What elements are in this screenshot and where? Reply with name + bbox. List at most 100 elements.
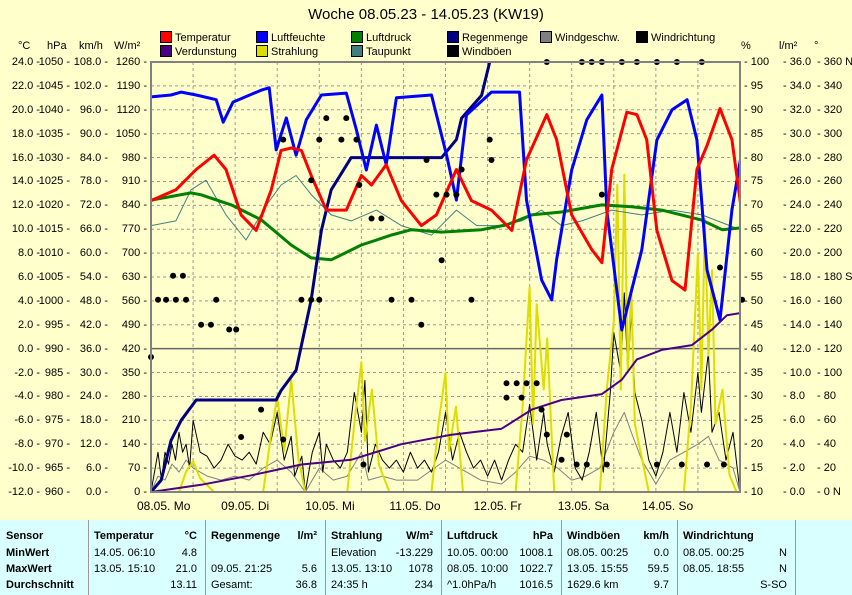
axis-unit-hpa: hPa (47, 40, 67, 52)
cell-value: 1078 (408, 563, 433, 575)
cell-time: Gesamt: (211, 579, 253, 591)
cell-value: 9.7 (653, 579, 669, 591)
wind-direction-dot (513, 380, 520, 387)
axis-tick-percent: - 20 (744, 438, 763, 451)
plot-frame (150, 61, 741, 493)
axis-tick-lm2: - 10.0 (783, 366, 812, 379)
axis-tick-percent: - 75 (744, 175, 763, 188)
row-label: MinWert (6, 547, 50, 559)
axis-tick-lm2: - 12.0 (783, 342, 812, 355)
x-tick-label: 08.05. Mo (137, 499, 191, 513)
axis-tick-kmh: 42.0 - (79, 318, 108, 331)
axis-tick-lm2: - 14.0 (783, 318, 812, 331)
axis-tick-kmh: 96.0 - (79, 103, 108, 116)
series-regenmenge (151, 62, 492, 492)
axis-tick-kmh: 102.0 - (73, 79, 108, 92)
axis-tick-lm2: - 34.0 (783, 79, 812, 92)
wind-direction-dot (308, 177, 315, 184)
axis-tick-wm2: 490 - (121, 318, 147, 331)
x-tick-label: 11.05. Do (389, 499, 441, 513)
legend-label: Taupunkt (366, 46, 411, 58)
wind-direction-dot (486, 136, 493, 143)
axis-tick-celsius: 4.0 - (17, 294, 40, 307)
wind-direction-dot (443, 191, 450, 198)
cell-time: 10.05. 00:00 (447, 547, 509, 559)
legend-label: Verdunstung (175, 46, 237, 58)
series-verdunstung (151, 312, 740, 492)
axis-tick-lm2: - 8.0 (783, 390, 806, 403)
axis-tick-percent: - 100 (744, 56, 770, 68)
column-header: Strahlung (331, 530, 383, 542)
axis-tick-percent: - 70 (744, 199, 763, 212)
axis-tick-percent: - 25 (744, 414, 763, 427)
axis-tick-kmh: 30.0 - (79, 366, 108, 379)
axis-tick-wm2: 980 - (121, 151, 147, 164)
wind-direction-dot (458, 166, 465, 173)
axis-tick-wm2: 770 - (121, 223, 147, 236)
axis-tick-deg: - 60 (817, 414, 836, 427)
axis-tick-kmh: 24.0 - (79, 390, 108, 403)
axis-tick-kmh: 48.0 - (79, 294, 108, 307)
axis-tick-percent: - 35 (744, 366, 763, 379)
axis-tick-percent: - 10 (744, 486, 763, 498)
axis-tick-deg: - 80 (817, 390, 836, 403)
axis-tick-deg: - 340 (817, 79, 843, 92)
axis-tick-kmh: 54.0 - (79, 271, 108, 283)
axis-tick-percent: - 45 (744, 318, 763, 331)
axis-tick-wm2: 280 - (121, 390, 147, 403)
axis-tick-lm2: - 16.0 (783, 294, 812, 307)
wind-direction-dot (213, 296, 220, 303)
legend-label: Windrichtung (651, 32, 716, 44)
axis-tick-hpa: 985 - (44, 366, 70, 379)
axis-tick-deg: - 120 (817, 342, 843, 355)
axis-tick-wm2: 910 - (121, 175, 147, 188)
legend-swatch (256, 31, 268, 43)
axis-tick-lm2: - 18.0 (783, 271, 812, 283)
legend-label: Strahlung (271, 46, 319, 58)
wind-direction-dot (418, 321, 425, 328)
axis-tick-wm2: 1190 - (116, 79, 147, 92)
axis-tick-celsius: 20.0 - (11, 103, 40, 116)
axis-tick-hpa: 1030 - (38, 151, 70, 164)
column-header: Luftdruck (447, 530, 498, 542)
axis-tick-wm2: 1120 - (116, 103, 147, 116)
axis-tick-percent: - 40 (744, 342, 763, 355)
column-divider (677, 520, 678, 595)
axis-tick-hpa: 1025 - (38, 175, 70, 188)
wind-direction-dot (353, 136, 360, 143)
wind-direction-dot (226, 326, 233, 333)
chart-title: Woche 08.05.23 - 14.05.23 (KW19) (308, 6, 544, 23)
axis-tick-wm2: 840 - (121, 199, 147, 212)
wind-direction-dot (720, 461, 727, 468)
column-divider (205, 520, 206, 595)
axis-tick-lm2: - 24.0 (783, 199, 812, 212)
x-tick-label: 09.05. Di (221, 499, 270, 513)
wind-direction-dot (678, 461, 685, 468)
column-divider (88, 520, 89, 595)
axis-tick-hpa: 1010 - (38, 247, 70, 260)
axis-tick-percent: - 15 (744, 462, 763, 475)
axis-tick-percent: - 65 (744, 223, 763, 236)
cell-value: 59.5 (647, 563, 669, 575)
axis-tick-deg: - 20 (817, 462, 836, 475)
wind-direction-dot (183, 296, 190, 303)
axis-tick-hpa: 975 - (44, 414, 70, 427)
axis-tick-kmh: 84.0 - (79, 151, 108, 164)
wind-direction-dot (518, 394, 525, 401)
wind-direction-dot (198, 321, 205, 328)
axis-tick-kmh: 108.0 - (73, 56, 108, 68)
axis-tick-hpa: 1005 - (38, 271, 70, 283)
cell-time: 08.05. 10:00 (447, 563, 509, 575)
cell-time: 09.05. 21:25 (211, 563, 273, 575)
axis-tick-celsius: 0.0 - (17, 342, 40, 355)
wind-direction-dot (163, 296, 170, 303)
axis-tick-hpa: 980 - (44, 390, 70, 403)
axis-tick-deg: - 200 (817, 247, 843, 260)
row-label: MaxWert (6, 563, 52, 575)
axis-tick-percent: - 55 (744, 271, 763, 283)
axis-tick-lm2: - 20.0 (783, 247, 812, 260)
axis-tick-celsius: 14.0 - (11, 175, 40, 188)
wind-direction-dot (453, 191, 460, 198)
axis-tick-celsius: 6.0 - (17, 271, 40, 283)
wind-direction-dot (468, 296, 475, 303)
